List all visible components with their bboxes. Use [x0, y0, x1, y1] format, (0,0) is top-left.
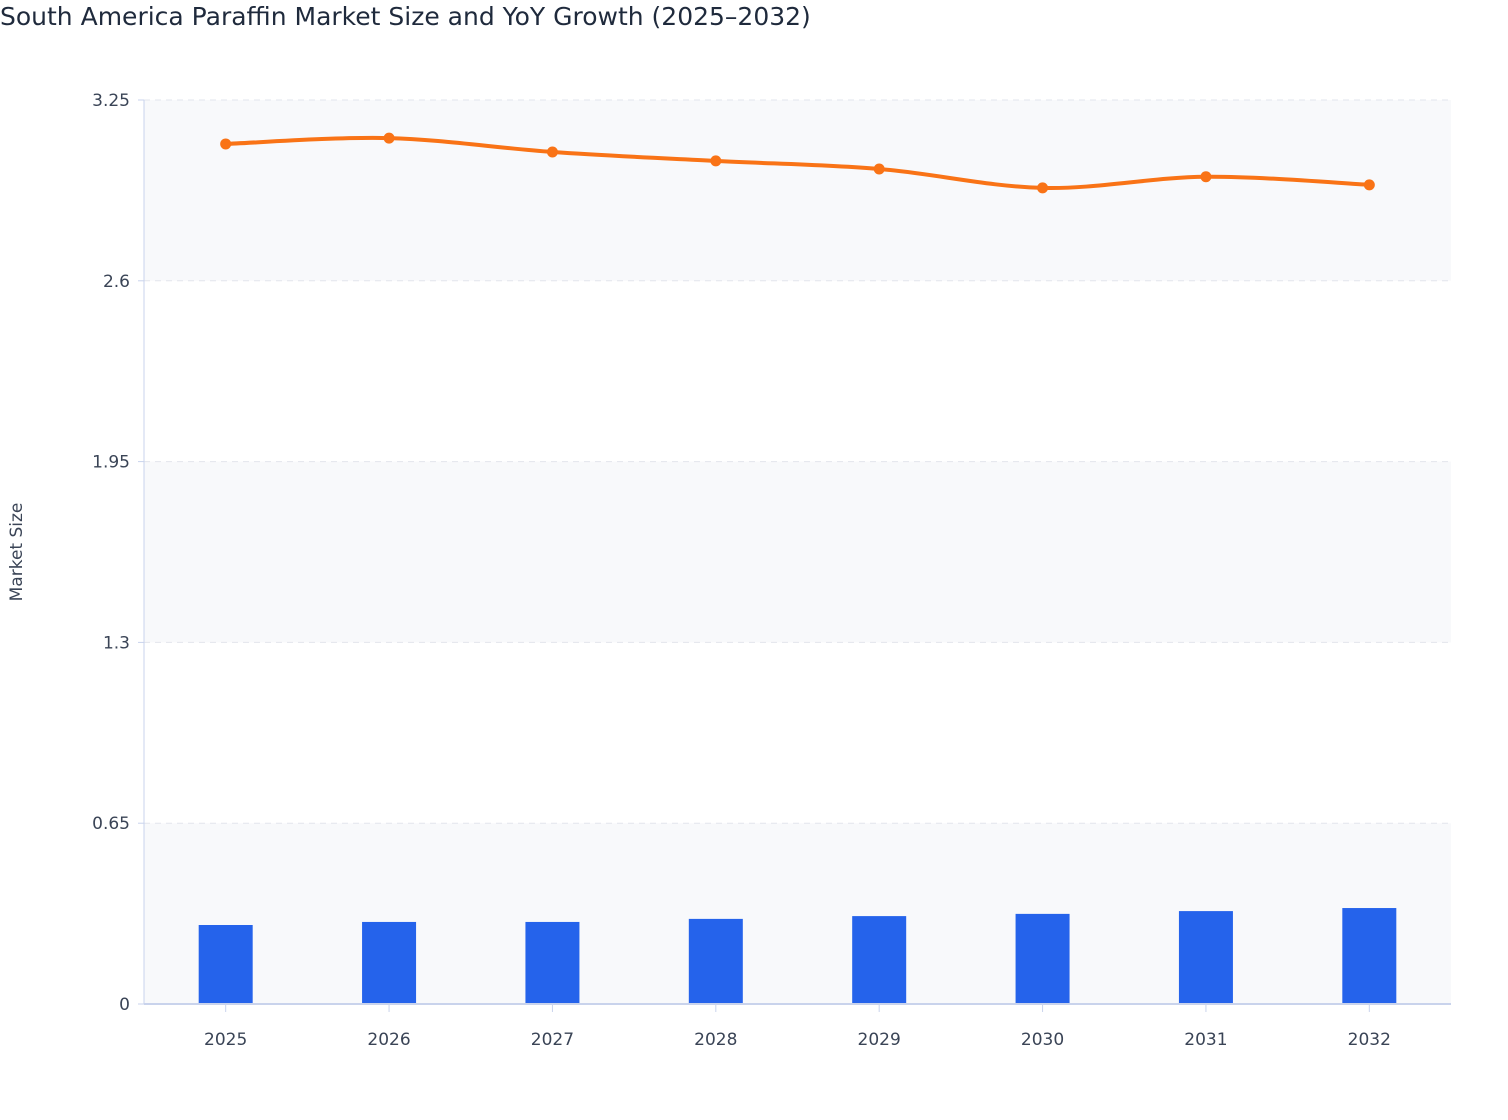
- growth-line: [225, 135, 1370, 190]
- x-tick-label: 2030: [1021, 1030, 1064, 1050]
- grid-band: [144, 823, 1451, 1004]
- bar-2028[interactable]: [688, 918, 743, 1004]
- y-tick-label: 0: [119, 995, 130, 1015]
- bar-2029[interactable]: [852, 916, 907, 1004]
- line-point-2027[interactable]: [546, 146, 558, 158]
- y-tick-label: 3.25: [92, 91, 130, 111]
- x-tick-label: 2032: [1348, 1030, 1391, 1050]
- y-tick-label: 2.6: [103, 272, 130, 292]
- line-point-2032[interactable]: [1363, 179, 1375, 191]
- x-tick-label: 2029: [858, 1030, 901, 1050]
- bar-2032[interactable]: [1342, 908, 1397, 1004]
- x-tick-label: 2026: [367, 1030, 410, 1050]
- grid-band: [144, 100, 1451, 281]
- y-tick-label: 0.65: [92, 814, 130, 834]
- line-point-2026[interactable]: [383, 132, 395, 144]
- bar-2031[interactable]: [1178, 911, 1233, 1004]
- x-tick-label: 2028: [694, 1030, 737, 1050]
- line-point-2031[interactable]: [1200, 171, 1212, 183]
- x-tick-label: 2031: [1184, 1030, 1227, 1050]
- line-point-2028[interactable]: [710, 155, 722, 167]
- chart-title: South America Paraffin Market Size and Y…: [0, 2, 811, 31]
- y-tick-label: 1.95: [92, 453, 130, 473]
- bar-2030[interactable]: [1015, 913, 1070, 1004]
- bar-2025[interactable]: [198, 925, 253, 1004]
- line-point-2029[interactable]: [873, 163, 885, 175]
- bar-2027[interactable]: [525, 921, 580, 1004]
- grid-band: [144, 461, 1451, 643]
- y-tick-label: 1.3: [103, 633, 130, 653]
- x-tick-label: 2025: [204, 1030, 247, 1050]
- bar-2026[interactable]: [362, 921, 417, 1004]
- line-point-2025[interactable]: [220, 138, 232, 150]
- x-tick-label: 2027: [531, 1030, 574, 1050]
- line-point-2030[interactable]: [1037, 182, 1049, 194]
- y-axis-label: Market Size: [7, 503, 27, 602]
